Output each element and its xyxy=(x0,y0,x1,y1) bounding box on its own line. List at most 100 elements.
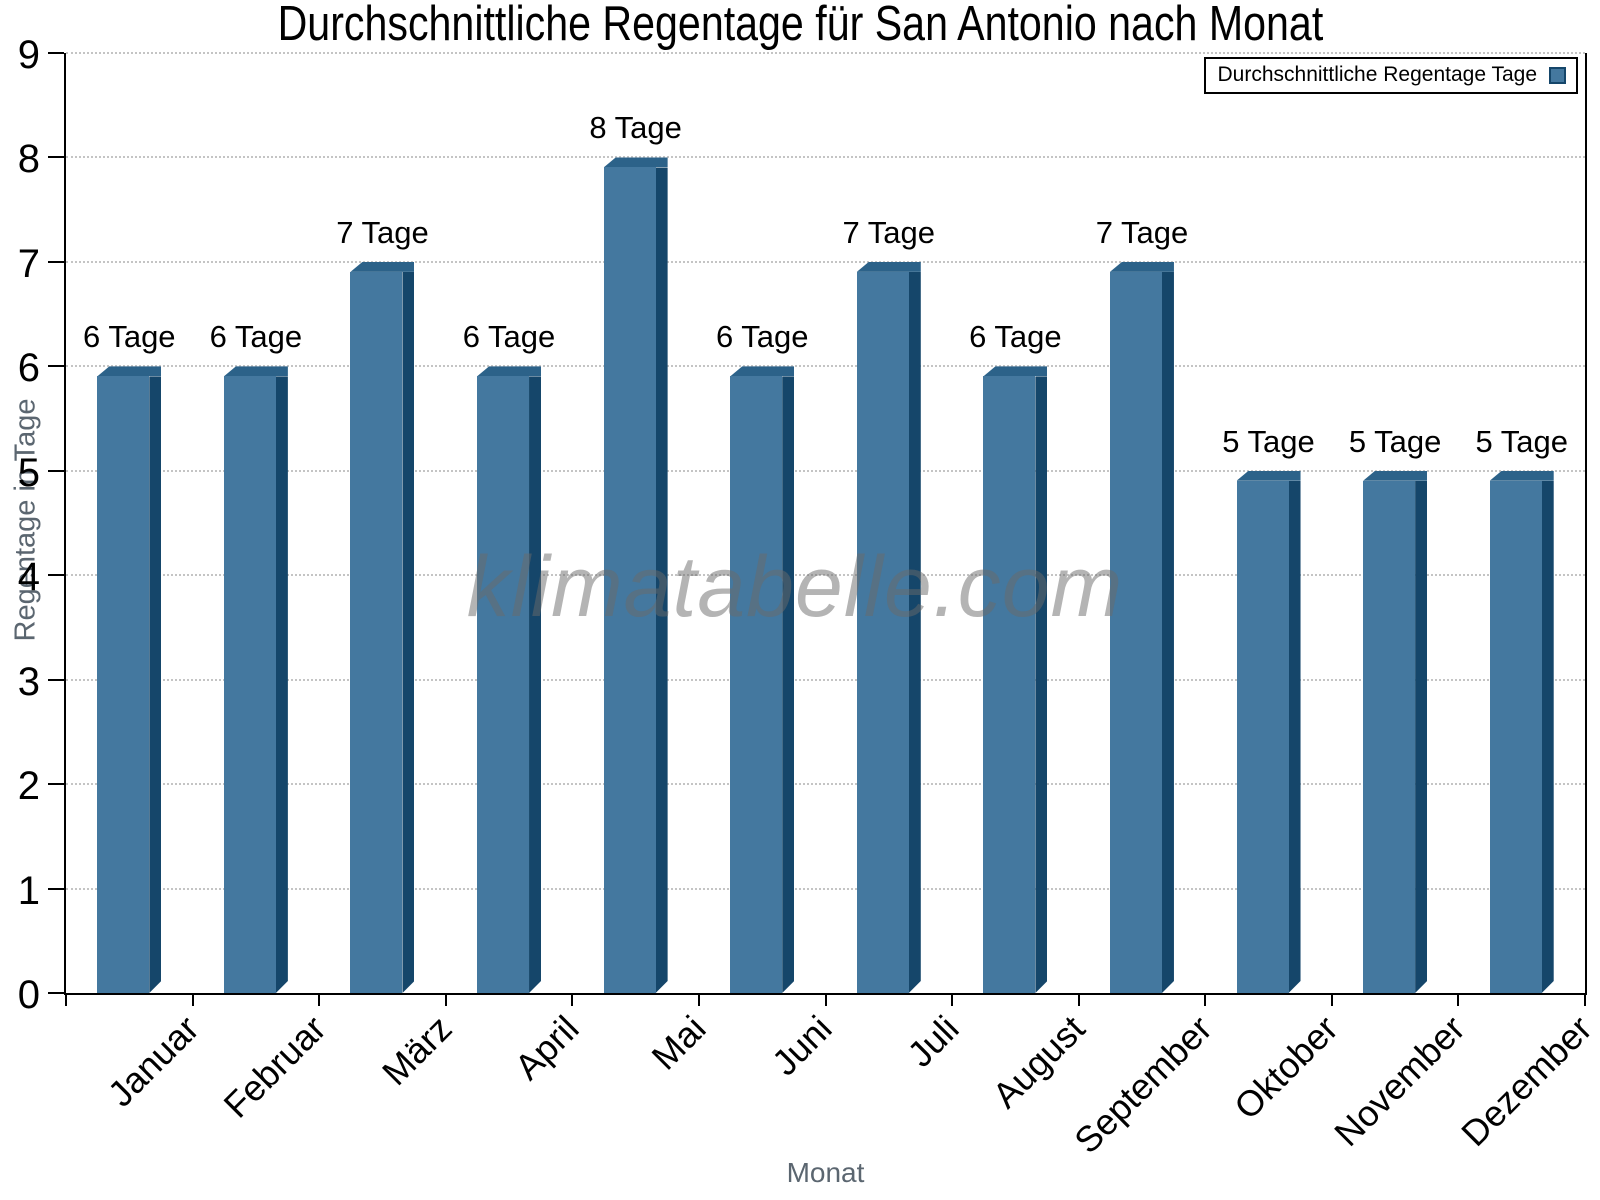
bar-märz xyxy=(350,261,415,993)
y-tick-4 xyxy=(48,574,64,577)
x-tick-11 xyxy=(1457,993,1460,1006)
month-label-text: Dezember xyxy=(1452,1007,1600,1155)
bar-juli xyxy=(856,261,921,993)
month-label-text: August xyxy=(984,1007,1093,1116)
plot-right-border xyxy=(1585,53,1587,995)
gridline-y-7 xyxy=(66,260,1585,263)
bar-top-bevel xyxy=(1236,470,1301,481)
bar-dezember xyxy=(1489,470,1554,993)
x-tick-4 xyxy=(571,993,574,1006)
bar-right-shadow xyxy=(909,272,921,993)
bar-value-dezember: 5 Tage xyxy=(1475,423,1568,459)
bar-face xyxy=(1236,480,1289,993)
bar-top-bevel xyxy=(730,366,795,377)
x-tick-2 xyxy=(318,993,321,1006)
month-label-text: November xyxy=(1326,1007,1473,1155)
y-tick-label-3: 3 xyxy=(17,659,40,704)
bar-top-bevel xyxy=(477,366,542,377)
chart-title: Durchschnittliche Regentage für San Anto… xyxy=(0,0,1600,52)
y-tick-3 xyxy=(48,678,64,681)
x-tick-12 xyxy=(1584,993,1586,1006)
bar-face xyxy=(1489,480,1542,993)
bar-right-shadow xyxy=(149,376,161,993)
y-tick-label-0: 0 xyxy=(17,973,40,1017)
bar-september xyxy=(1109,261,1174,993)
y-axis-line xyxy=(64,53,66,995)
bar-face xyxy=(603,167,656,993)
x-tick-0 xyxy=(65,993,67,1006)
bar-value-november: 5 Tage xyxy=(1348,423,1442,459)
y-tick-2 xyxy=(48,783,64,786)
bar-value-februar: 6 Tage xyxy=(209,319,303,355)
y-tick-label-9: 9 xyxy=(17,33,40,77)
x-axis-title: Monat xyxy=(786,1157,865,1188)
gridline-y-6 xyxy=(66,365,1585,368)
bar-right-shadow xyxy=(1542,481,1554,993)
legend: Durchschnittliche Regentage Tage xyxy=(1203,57,1578,94)
bar-face xyxy=(223,376,276,993)
chart-title-text: Durchschnittliche Regentage für San Anto… xyxy=(277,0,1323,51)
y-tick-label-7: 7 xyxy=(17,241,40,286)
bar-value-märz: 7 Tage xyxy=(336,214,429,250)
bar-februar xyxy=(223,366,288,993)
gridline-y-1 xyxy=(66,887,1585,890)
legend-color-swatch xyxy=(1549,66,1566,84)
y-tick-label-6: 6 xyxy=(17,346,40,391)
month-label-text: März xyxy=(374,1007,461,1094)
y-tick-7 xyxy=(48,260,64,263)
x-tick-10 xyxy=(1330,993,1333,1006)
y-tick-label-5: 5 xyxy=(17,450,40,495)
bar-face xyxy=(856,271,909,993)
bar-top-bevel xyxy=(603,157,668,168)
x-tick-1 xyxy=(191,993,194,1006)
y-axis-title: Regentage in Tage xyxy=(9,398,42,642)
bar-value-juli: 7 Tage xyxy=(842,214,936,250)
x-tick-3 xyxy=(444,993,447,1006)
x-tick-6 xyxy=(824,993,827,1006)
month-label-text: Mai xyxy=(643,1007,714,1078)
bar-value-oktober: 5 Tage xyxy=(1222,423,1315,459)
gridline-y-2 xyxy=(66,783,1585,786)
bar-face xyxy=(1363,480,1416,993)
bar-top-bevel xyxy=(1489,470,1554,481)
gridline-y-8 xyxy=(66,156,1585,159)
bar-top-bevel xyxy=(97,366,162,377)
gridline-y-4 xyxy=(66,574,1585,577)
bar-juni xyxy=(730,366,795,993)
bar-right-shadow xyxy=(1415,481,1427,993)
bar-face xyxy=(730,376,783,993)
bar-face xyxy=(350,271,403,993)
watermark: klimatabelle.com xyxy=(466,539,1124,635)
bar-right-shadow xyxy=(276,376,288,993)
gridline-y-3 xyxy=(66,678,1585,681)
bar-face xyxy=(983,376,1036,993)
plot-area: 0 1 2 3 4 5 6 7 8 9 6 Tage Januar 6 Tage Februar 7 Tag… xyxy=(18,34,1600,1161)
month-label-text: Juni xyxy=(764,1007,840,1084)
bar-value-august: 6 Tage xyxy=(969,319,1062,355)
bar-top-bevel xyxy=(1363,470,1428,481)
y-tick-5 xyxy=(48,469,64,472)
bar-top-bevel xyxy=(983,366,1048,377)
bar-august xyxy=(983,366,1048,993)
bar-top-bevel xyxy=(223,366,288,377)
y-tick-label-8: 8 xyxy=(17,137,40,182)
bar-right-shadow xyxy=(1289,481,1301,993)
legend-label: Durchschnittliche Regentage Tage xyxy=(1217,63,1537,86)
bar-right-shadow xyxy=(782,376,794,993)
bar-value-september: 7 Tage xyxy=(1095,214,1189,250)
bar-value-januar: 6 Tage xyxy=(83,319,176,355)
bar-top-bevel xyxy=(350,261,415,272)
y-tick-0 xyxy=(48,992,64,994)
x-tick-9 xyxy=(1204,993,1207,1006)
bar-top-bevel xyxy=(856,261,921,272)
bar-face xyxy=(1109,271,1162,993)
y-tick-label-1: 1 xyxy=(17,868,40,913)
y-tick-6 xyxy=(48,365,64,368)
month-label-text: Februar xyxy=(215,1007,334,1126)
y-tick-label-2: 2 xyxy=(17,764,40,809)
bar-oktober xyxy=(1236,470,1301,993)
bar-right-shadow xyxy=(1035,376,1047,993)
month-label-text: Januar xyxy=(100,1007,207,1115)
x-tick-7 xyxy=(951,993,954,1006)
